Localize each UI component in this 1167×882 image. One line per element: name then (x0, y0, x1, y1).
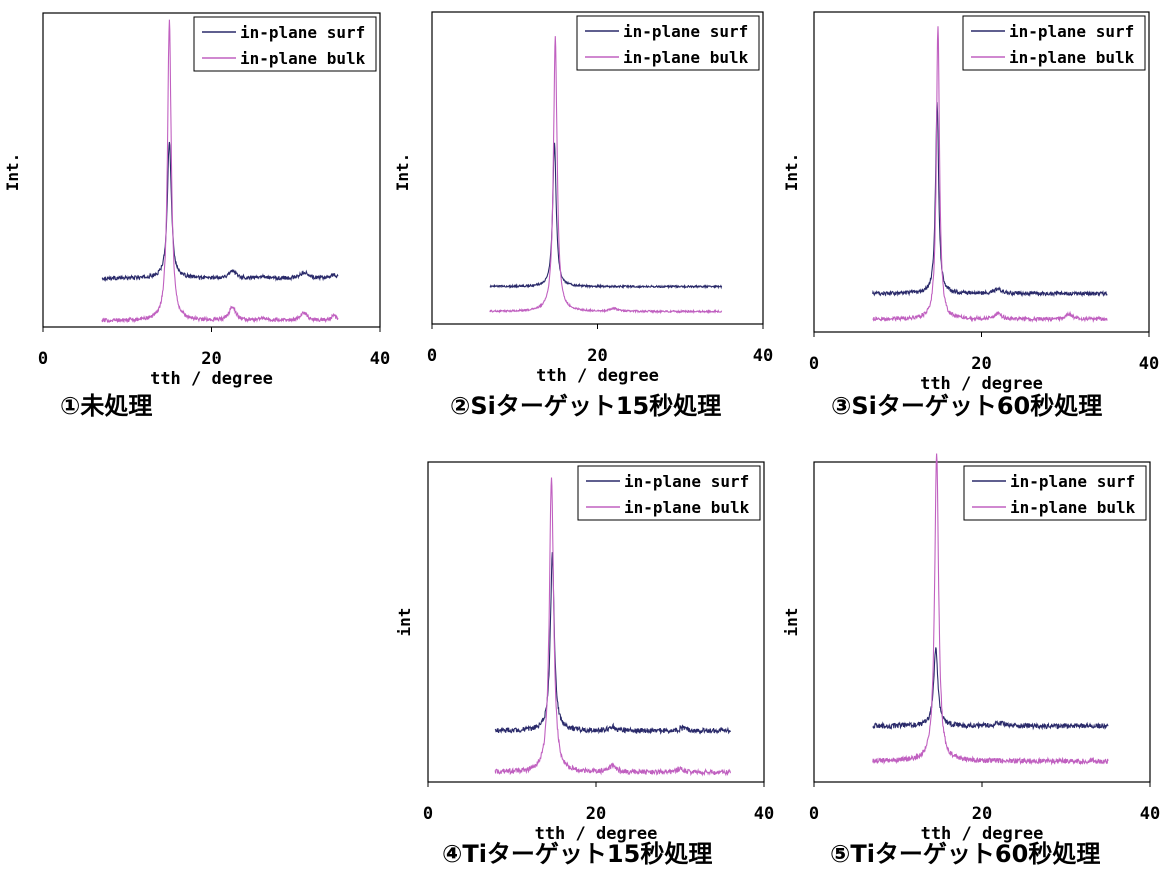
legend-box (577, 465, 761, 521)
series-line-bulk (872, 453, 1109, 766)
series-line-bulk (101, 19, 339, 324)
legend-entry-label: in-plane surf (623, 22, 748, 41)
y-axis-label: Int. (393, 153, 412, 192)
chart-caption: ⑤Tiターゲット60秒処理 (830, 840, 1100, 868)
y-axis-label: Int. (782, 153, 801, 192)
legend-box (193, 16, 377, 72)
series-line-bulk (494, 477, 731, 777)
x-tick-label: 40 (1139, 354, 1159, 374)
chart-caption: ②Siターゲット15秒処理 (450, 392, 721, 420)
legend-entry-label: in-plane bulk (624, 498, 750, 517)
x-tick-label: 0 (38, 349, 48, 369)
series-line-bulk (872, 26, 1108, 324)
x-tick-label: 40 (370, 349, 390, 369)
y-axis-label: int (782, 608, 801, 637)
y-axis-label: Int. (3, 153, 22, 192)
legend-entry-label: in-plane bulk (623, 48, 749, 67)
series-line-surf (872, 647, 1109, 731)
x-tick-label: 20 (586, 804, 606, 824)
legend-box (576, 15, 760, 71)
legend-box (963, 465, 1147, 521)
legend-entry-label: in-plane surf (1010, 472, 1135, 491)
x-tick-label: 40 (1140, 804, 1160, 824)
chart-caption: ①未処理 (60, 392, 152, 420)
legend: in-plane surf in-plane bulk (576, 15, 760, 71)
legend-entry-label: in-plane bulk (1009, 48, 1135, 67)
series-line-bulk (489, 36, 723, 315)
x-tick-label: 0 (423, 804, 433, 824)
series-line-surf (494, 552, 731, 735)
legend-entry-label: in-plane bulk (240, 49, 366, 68)
x-tick-label: 40 (754, 804, 774, 824)
legend: in-plane surf in-plane bulk (577, 465, 761, 521)
x-axis-label: tth / degree (150, 369, 273, 389)
x-tick-label: 20 (587, 346, 607, 366)
x-tick-label: 40 (753, 346, 773, 366)
legend-entry-label: in-plane surf (624, 472, 749, 491)
x-tick-label: 0 (809, 804, 819, 824)
x-axis-label: tth / degree (920, 374, 1043, 394)
legend: in-plane surf in-plane bulk (963, 465, 1147, 521)
x-tick-label: 20 (972, 804, 992, 824)
legend-entry-label: in-plane surf (1009, 22, 1134, 41)
legend-box (962, 15, 1146, 71)
series-line-surf (101, 141, 339, 282)
series-line-surf (872, 102, 1108, 298)
legend: in-plane surf in-plane bulk (193, 16, 377, 72)
x-tick-label: 20 (201, 349, 221, 369)
legend: in-plane surf in-plane bulk (962, 15, 1146, 71)
x-axis-label: tth / degree (535, 824, 658, 844)
x-axis-label: tth / degree (536, 366, 659, 386)
legend-entry-label: in-plane surf (240, 23, 365, 42)
x-tick-label: 0 (427, 346, 437, 366)
series-line-surf (489, 142, 723, 290)
chart-caption: ④Tiターゲット15秒処理 (442, 840, 712, 868)
y-axis-label: int (395, 608, 414, 637)
x-axis-label: tth / degree (921, 824, 1044, 844)
x-tick-label: 0 (809, 354, 819, 374)
x-tick-label: 20 (971, 354, 991, 374)
legend-entry-label: in-plane bulk (1010, 498, 1136, 517)
chart-caption: ③Siターゲット60秒処理 (831, 392, 1102, 420)
